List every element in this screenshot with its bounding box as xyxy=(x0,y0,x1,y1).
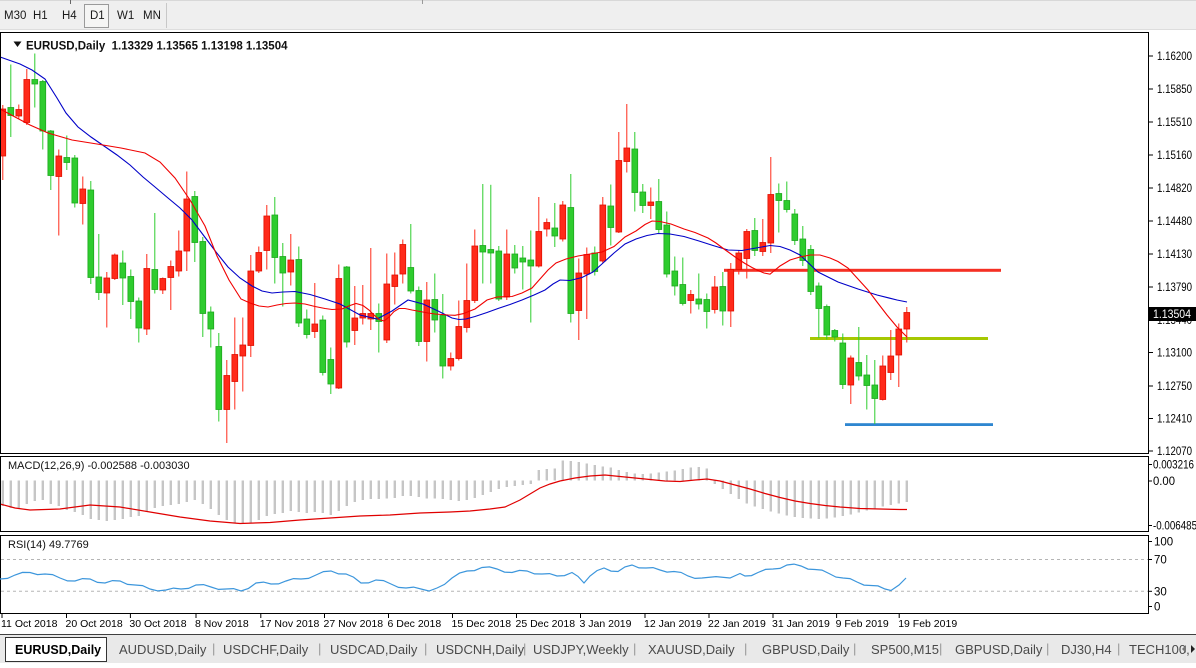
svg-text:9 Feb 2019: 9 Feb 2019 xyxy=(836,618,889,630)
svg-text:0: 0 xyxy=(1154,602,1160,614)
svg-text:TECH100,: TECH100, xyxy=(1129,642,1190,657)
svg-text:22 Jan 2019: 22 Jan 2019 xyxy=(708,618,766,630)
svg-text:-0.006485: -0.006485 xyxy=(1153,521,1196,533)
svg-text:H1: H1 xyxy=(33,10,48,22)
svg-text:30 Oct 2018: 30 Oct 2018 xyxy=(129,618,186,630)
svg-text:27 Nov 2018: 27 Nov 2018 xyxy=(324,618,384,630)
svg-text:0.003216: 0.003216 xyxy=(1153,460,1194,472)
svg-text:GBPUSD,Daily: GBPUSD,Daily xyxy=(955,642,1043,657)
svg-text:1.15850: 1.15850 xyxy=(1157,84,1192,96)
svg-text:XAUUSD,Daily: XAUUSD,Daily xyxy=(648,642,735,657)
svg-text:70: 70 xyxy=(1154,555,1167,567)
svg-text:|: | xyxy=(424,641,427,656)
svg-text:W1: W1 xyxy=(117,10,134,22)
svg-text:USDCHF,Daily: USDCHF,Daily xyxy=(223,642,309,657)
svg-text:8 Nov 2018: 8 Nov 2018 xyxy=(195,618,249,630)
svg-text:3 Jan 2019: 3 Jan 2019 xyxy=(580,618,632,630)
svg-text:20 Oct 2018: 20 Oct 2018 xyxy=(66,618,123,630)
svg-text:30: 30 xyxy=(1154,586,1167,598)
svg-text:|: | xyxy=(1046,641,1049,656)
svg-text:1.13790: 1.13790 xyxy=(1157,282,1192,294)
svg-text:19 Feb 2019: 19 Feb 2019 xyxy=(898,618,957,630)
svg-text:1.14820: 1.14820 xyxy=(1157,183,1192,195)
svg-text:AUDUSD,Daily: AUDUSD,Daily xyxy=(119,642,207,657)
svg-text:11 Oct 2018: 11 Oct 2018 xyxy=(1,618,58,630)
svg-text:MACD(12,26,9) -0.002588 -0.003: MACD(12,26,9) -0.002588 -0.003030 xyxy=(8,460,190,472)
svg-text:GBPUSD,Daily: GBPUSD,Daily xyxy=(762,642,850,657)
svg-text:H4: H4 xyxy=(62,10,77,22)
svg-text:RSI(14) 49.7769: RSI(14) 49.7769 xyxy=(8,539,89,551)
svg-text:|: | xyxy=(744,641,747,656)
svg-text:|: | xyxy=(318,641,321,656)
svg-text:|: | xyxy=(212,641,215,656)
svg-text:1.12070: 1.12070 xyxy=(1157,446,1192,458)
svg-text:1.16200: 1.16200 xyxy=(1157,51,1192,63)
svg-text:M30: M30 xyxy=(4,10,26,22)
svg-text:USDCAD,Daily: USDCAD,Daily xyxy=(330,642,418,657)
svg-text:|: | xyxy=(633,641,636,656)
svg-text:USDCNH,Daily: USDCNH,Daily xyxy=(436,642,525,657)
svg-text:17 Nov 2018: 17 Nov 2018 xyxy=(260,618,320,630)
svg-text:MN: MN xyxy=(143,10,161,22)
svg-text:1.13504: 1.13504 xyxy=(1153,309,1192,321)
svg-text:1.15510: 1.15510 xyxy=(1157,117,1192,129)
svg-text:EURUSD,Daily 1.13329 1.13565: EURUSD,Daily 1.13329 1.13565 1.13198 1.1… xyxy=(26,41,288,53)
svg-text:D1: D1 xyxy=(90,10,105,22)
svg-text:6 Dec 2018: 6 Dec 2018 xyxy=(388,618,442,630)
svg-text:EURUSD,Daily: EURUSD,Daily xyxy=(15,643,101,657)
svg-text:1.14130: 1.14130 xyxy=(1157,249,1192,261)
svg-text:1.15160: 1.15160 xyxy=(1157,150,1192,162)
svg-text:SP500,M15: SP500,M15 xyxy=(871,642,939,657)
svg-text:DJ30,H4: DJ30,H4 xyxy=(1061,642,1112,657)
svg-text:1.12410: 1.12410 xyxy=(1157,414,1192,426)
svg-text:1.13100: 1.13100 xyxy=(1157,348,1192,360)
svg-text:|: | xyxy=(853,641,856,656)
svg-text:|: | xyxy=(939,641,942,656)
svg-text:15 Dec 2018: 15 Dec 2018 xyxy=(452,618,512,630)
svg-text:25 Dec 2018: 25 Dec 2018 xyxy=(516,618,576,630)
svg-text:1.12750: 1.12750 xyxy=(1157,381,1192,393)
svg-text:100: 100 xyxy=(1154,537,1173,549)
svg-text:|: | xyxy=(1117,641,1120,656)
svg-text:31 Jan 2019: 31 Jan 2019 xyxy=(772,618,830,630)
svg-text:USDJPY,Weekly: USDJPY,Weekly xyxy=(533,642,629,657)
svg-text:|: | xyxy=(523,641,526,656)
svg-text:0.00: 0.00 xyxy=(1153,476,1175,488)
svg-text:1.14480: 1.14480 xyxy=(1157,216,1192,228)
svg-text:12 Jan 2019: 12 Jan 2019 xyxy=(644,618,702,630)
